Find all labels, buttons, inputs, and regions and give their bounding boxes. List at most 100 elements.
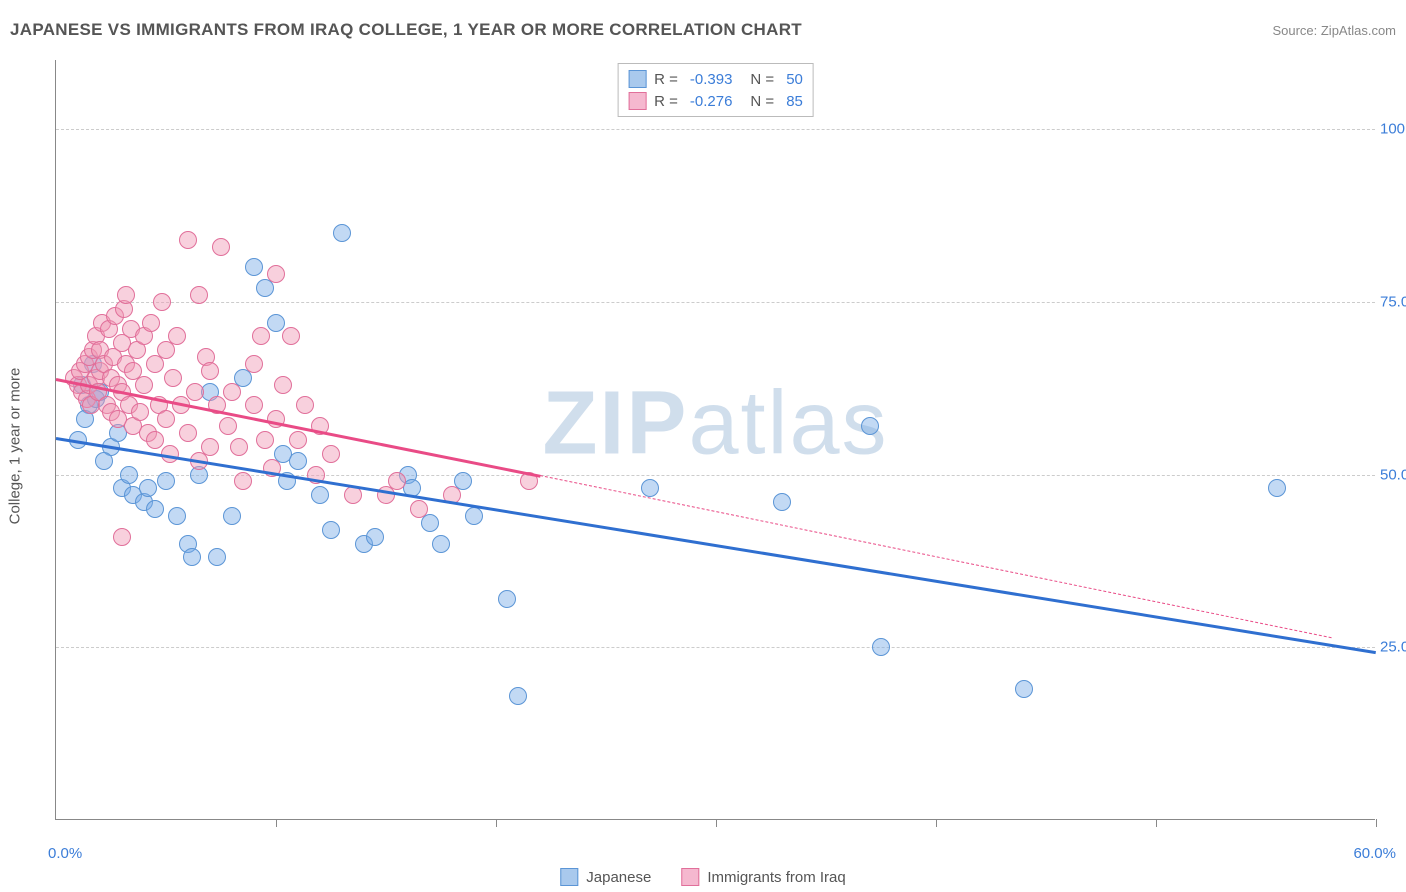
legend-row-iraq: R = -0.276 N = 85: [628, 90, 803, 112]
data-point: [157, 410, 175, 428]
r-label: R =: [654, 71, 678, 88]
y-tick-label: 75.0%: [1380, 293, 1406, 310]
legend-row-japanese: R = -0.393 N = 50: [628, 68, 803, 90]
legend-correlation: R = -0.393 N = 50 R = -0.276 N = 85: [617, 63, 814, 117]
data-point: [267, 314, 285, 332]
y-tick-label: 100.0%: [1380, 121, 1406, 138]
data-point: [183, 548, 201, 566]
data-point: [234, 472, 252, 490]
data-point: [208, 548, 226, 566]
data-point: [322, 521, 340, 539]
data-point: [311, 486, 329, 504]
y-tick-label: 25.0%: [1380, 639, 1406, 656]
data-point: [179, 231, 197, 249]
data-point: [146, 500, 164, 518]
data-point: [190, 286, 208, 304]
plot-area: ZIPatlas R = -0.393 N = 50 R = -0.276 N = 85…: [55, 60, 1375, 820]
swatch-japanese: [560, 868, 578, 886]
data-point: [153, 293, 171, 311]
data-point: [157, 472, 175, 490]
legend-item-iraq: Immigrants from Iraq: [681, 868, 845, 886]
data-point: [245, 355, 263, 373]
data-point: [366, 528, 384, 546]
data-point: [773, 493, 791, 511]
data-point: [179, 424, 197, 442]
gridline: [56, 129, 1375, 130]
source-label: Source: ZipAtlas.com: [1272, 23, 1396, 38]
data-point: [131, 403, 149, 421]
data-point: [95, 452, 113, 470]
data-point: [201, 438, 219, 456]
data-point: [1015, 680, 1033, 698]
data-point: [322, 445, 340, 463]
data-point: [509, 687, 527, 705]
legend-label-iraq: Immigrants from Iraq: [707, 869, 845, 886]
data-point: [333, 224, 351, 242]
n-value-iraq: 85: [786, 93, 803, 110]
r-value-japanese: -0.393: [690, 71, 733, 88]
data-point: [1268, 479, 1286, 497]
y-tick-label: 50.0%: [1380, 466, 1406, 483]
trend-line: [540, 475, 1332, 638]
data-point: [201, 362, 219, 380]
chart-title: JAPANESE VS IMMIGRANTS FROM IRAQ COLLEGE…: [10, 20, 802, 40]
watermark-zip: ZIP: [542, 374, 688, 474]
data-point: [274, 376, 292, 394]
x-tick: [936, 819, 937, 827]
data-point: [117, 286, 135, 304]
swatch-iraq: [628, 92, 646, 110]
x-tick: [1376, 819, 1377, 827]
data-point: [432, 535, 450, 553]
data-point: [168, 507, 186, 525]
r-value-iraq: -0.276: [690, 93, 733, 110]
data-point: [245, 258, 263, 276]
data-point: [282, 327, 300, 345]
swatch-iraq: [681, 868, 699, 886]
data-point: [296, 396, 314, 414]
watermark-atlas: atlas: [688, 374, 888, 474]
y-axis-label: College, 1 year or more: [7, 368, 24, 525]
x-tick-label-max: 60.0%: [1353, 845, 1396, 862]
data-point: [388, 472, 406, 490]
data-point: [223, 507, 241, 525]
data-point: [252, 327, 270, 345]
data-point: [135, 376, 153, 394]
gridline: [56, 302, 1375, 303]
x-tick-label-min: 0.0%: [48, 845, 82, 862]
header: JAPANESE VS IMMIGRANTS FROM IRAQ COLLEGE…: [10, 20, 1396, 40]
data-point: [223, 383, 241, 401]
data-point: [113, 528, 131, 546]
x-tick: [276, 819, 277, 827]
r-label: R =: [654, 93, 678, 110]
data-point: [168, 327, 186, 345]
data-point: [410, 500, 428, 518]
n-value-japanese: 50: [786, 71, 803, 88]
data-point: [146, 431, 164, 449]
data-point: [245, 396, 263, 414]
legend-item-japanese: Japanese: [560, 868, 651, 886]
trend-line: [56, 437, 1376, 654]
legend-series: Japanese Immigrants from Iraq: [560, 868, 845, 886]
data-point: [641, 479, 659, 497]
swatch-japanese: [628, 70, 646, 88]
gridline: [56, 647, 1375, 648]
data-point: [186, 383, 204, 401]
data-point: [142, 314, 160, 332]
gridline: [56, 475, 1375, 476]
x-tick: [716, 819, 717, 827]
n-label: N =: [750, 93, 774, 110]
data-point: [267, 265, 285, 283]
watermark: ZIPatlas: [542, 373, 888, 476]
data-point: [219, 417, 237, 435]
legend-label-japanese: Japanese: [586, 869, 651, 886]
n-label: N =: [750, 71, 774, 88]
data-point: [872, 638, 890, 656]
data-point: [861, 417, 879, 435]
data-point: [498, 590, 516, 608]
data-point: [256, 431, 274, 449]
data-point: [164, 369, 182, 387]
x-tick: [496, 819, 497, 827]
x-tick: [1156, 819, 1157, 827]
data-point: [120, 466, 138, 484]
data-point: [465, 507, 483, 525]
